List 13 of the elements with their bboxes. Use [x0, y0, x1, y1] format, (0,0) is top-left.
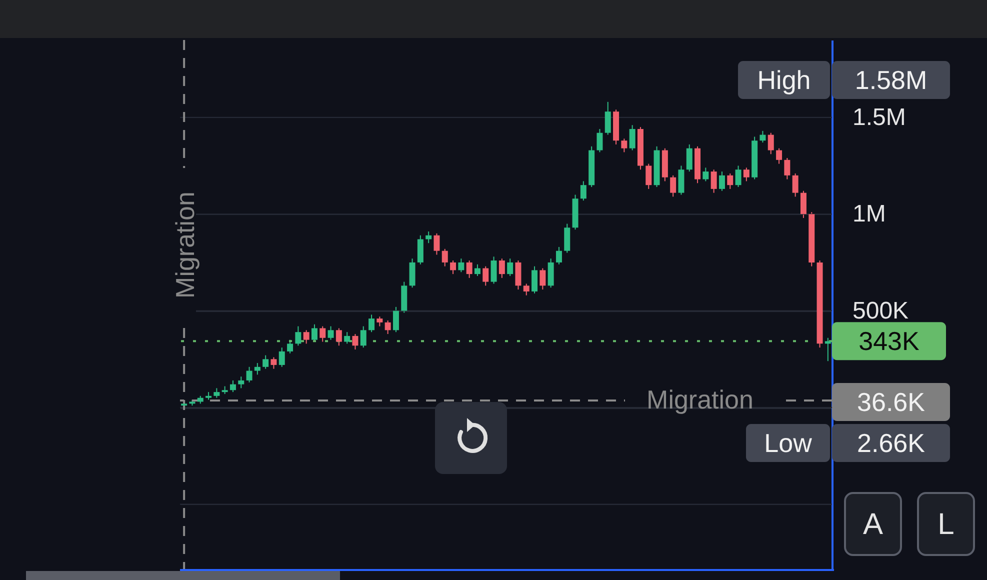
- text: 36.6K: [857, 387, 926, 417]
- y-tick-label: 500K: [852, 297, 909, 324]
- y-tick-label: 1.5M: [852, 104, 906, 131]
- y-tick-label: 1M: [852, 200, 886, 228]
- annotation: High: [757, 65, 811, 95]
- annotation: Migration: [170, 192, 200, 298]
- text: A: [862, 508, 884, 541]
- text: 2.66K: [857, 428, 926, 458]
- ref-line-label: 343K: [858, 326, 920, 356]
- annotation: Low: [764, 428, 812, 458]
- ref-line-label: Migration: [646, 384, 754, 414]
- text: 1.58M: [854, 65, 928, 95]
- text: L: [938, 508, 954, 541]
